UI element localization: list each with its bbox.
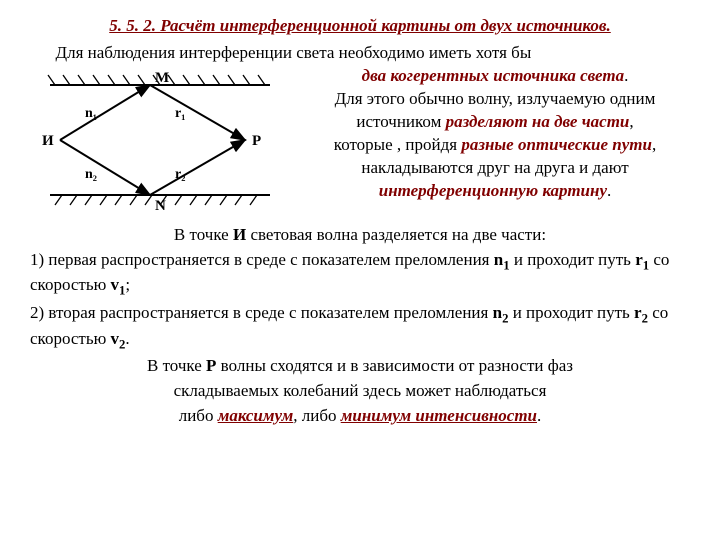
label-n1: n₁: [85, 106, 97, 121]
para-split: В точке И световая волна разделяется на …: [30, 224, 690, 247]
optical-path-diagram: И M N P n₁ n₂ r₁ r₂: [30, 65, 290, 220]
label-r2: r₂: [175, 167, 185, 182]
label-P: P: [252, 133, 261, 149]
side-l6b: .: [607, 181, 611, 200]
diagram-text-wrap: И M N P n₁ n₂ r₁ r₂ два когерентных исто…: [30, 65, 690, 220]
side-l3b: разделяют на две части: [446, 112, 630, 131]
intro-text: Для наблюдения интерференции света необх…: [30, 42, 690, 65]
side-l3c: ,: [629, 112, 633, 131]
para-path2: 2) вторая распространяется в среде с пок…: [30, 302, 690, 353]
para-result: либо максимум, либо минимум интенсивност…: [30, 405, 690, 428]
para-fold: складываемых колебаний здесь может наблю…: [30, 380, 690, 403]
side-l1a: два когерентных источника света: [362, 66, 624, 85]
label-I: И: [42, 133, 54, 149]
side-l6a: интерференционную картину: [379, 181, 607, 200]
side-l4a: которые , пройдя: [334, 135, 462, 154]
side-l3a: источником: [356, 112, 445, 131]
side-l4b: разные оптические пути: [461, 135, 652, 154]
side-l1b: .: [624, 66, 628, 85]
label-r1: r₁: [175, 106, 185, 121]
side-l4c: ,: [652, 135, 656, 154]
para-path1: 1) первая распространяется в среде с пок…: [30, 249, 690, 300]
para-meet: В точке Р волны сходятся и в зависимости…: [30, 355, 690, 378]
label-n2: n₂: [85, 167, 97, 182]
section-title: 5. 5. 2. Расчёт интерференционной картин…: [30, 15, 690, 38]
label-M: M: [155, 70, 169, 86]
label-N: N: [155, 198, 166, 214]
